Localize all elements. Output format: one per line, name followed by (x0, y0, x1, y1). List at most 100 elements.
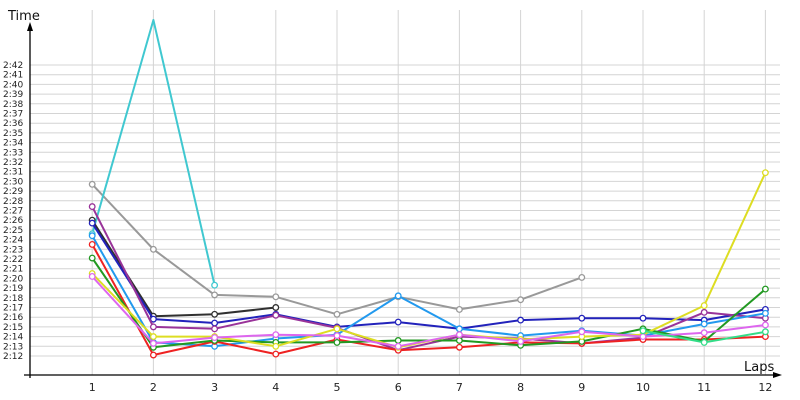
series-point (211, 291, 219, 299)
y-axis-title: Time (7, 9, 40, 24)
series-point (272, 304, 280, 311)
series-point (333, 338, 341, 346)
series-line (91, 243, 766, 356)
series-point (88, 203, 96, 211)
y-tick-label: 2:21 (3, 265, 23, 275)
y-tick-label: 2:30 (3, 177, 23, 187)
series-point (333, 325, 341, 333)
y-tick-label: 2:19 (3, 284, 23, 294)
series-point (455, 337, 463, 344)
y-tick-label: 2:39 (3, 90, 23, 100)
y-tick-label: 2:40 (3, 80, 23, 90)
series-point (761, 328, 769, 336)
series-point (149, 323, 157, 331)
y-tick-label: 2:37 (3, 110, 23, 120)
series-point (149, 245, 157, 253)
series-point (700, 320, 708, 328)
series-line (91, 275, 766, 348)
series-point (517, 296, 525, 304)
series-point (455, 325, 463, 333)
y-tick-label: 2:13 (3, 342, 23, 352)
y-tick-label: 2:28 (3, 197, 23, 207)
y-tick-label: 2:31 (3, 168, 23, 178)
x-tick-label: 12 (758, 381, 772, 394)
x-tick-label: 3 (211, 381, 218, 394)
series-point (333, 332, 341, 340)
series-point (88, 254, 96, 262)
y-tick-label: 2:36 (3, 119, 23, 129)
y-tick-label: 2:25 (3, 226, 23, 236)
y-tick-label: 2:29 (3, 187, 23, 197)
series-point (578, 314, 586, 322)
series-point (272, 350, 280, 358)
series-point (272, 293, 280, 301)
tick-labels: 1 2 3 4 5 6 7 8 9 10 11 122:122:132:142:152:162:172… (3, 61, 772, 394)
x-tick-label: 5 (334, 381, 341, 394)
x-axis-arrow-icon (773, 372, 782, 378)
y-tick-label: 2:12 (3, 352, 23, 362)
series-point (88, 232, 96, 240)
series-point (517, 338, 525, 345)
series-point (700, 329, 708, 337)
series-point (149, 333, 157, 341)
series-point (639, 314, 647, 322)
series-point (211, 319, 219, 327)
y-tick-label: 2:38 (3, 100, 23, 110)
x-tick-label: 10 (636, 381, 650, 394)
x-tick-label: 1 (89, 381, 96, 394)
series-point (639, 327, 647, 335)
y-tick-label: 2:17 (3, 304, 23, 314)
series-point (211, 281, 219, 289)
y-tick-label: 2:23 (3, 245, 23, 255)
series-point (272, 342, 280, 350)
y-tick-label: 2:24 (3, 236, 23, 246)
y-tick-label: 2:42 (3, 61, 23, 71)
series-point (211, 325, 219, 333)
series-point (149, 339, 157, 347)
series-point (761, 285, 769, 293)
x-tick-label: 6 (395, 381, 402, 394)
x-tick-label: 11 (697, 381, 711, 394)
series-point (88, 240, 96, 248)
series-point (761, 169, 769, 177)
x-tick-label: 8 (517, 381, 524, 394)
series-point (455, 331, 463, 339)
series-point (517, 316, 525, 324)
x-tick-label: 7 (456, 381, 463, 394)
series-point (394, 337, 402, 344)
y-tick-label: 2:26 (3, 216, 23, 226)
series-point (700, 338, 708, 346)
x-tick-label: 4 (272, 381, 279, 394)
series-point (700, 308, 708, 316)
series-point (149, 351, 157, 359)
series-point (149, 315, 157, 323)
series-line (91, 19, 216, 286)
series-point (578, 328, 586, 336)
series-point (88, 180, 96, 188)
axes: Time Laps (7, 9, 782, 378)
series-point (88, 273, 96, 280)
x-axis-title: Laps (744, 360, 774, 375)
series-point (578, 273, 586, 281)
series-point (455, 343, 463, 351)
series-point (700, 302, 708, 310)
series-point (272, 311, 280, 319)
series-point (761, 321, 769, 329)
y-tick-label: 2:27 (3, 207, 23, 217)
y-tick-label: 2:14 (3, 333, 23, 343)
y-tick-label: 2:32 (3, 158, 23, 168)
y-tick-label: 2:22 (3, 255, 23, 265)
series-point (88, 219, 96, 227)
series-point (394, 342, 402, 350)
y-tick-label: 2:41 (3, 71, 23, 81)
series-lines (88, 19, 769, 359)
y-tick-label: 2:18 (3, 294, 23, 304)
series-point (394, 292, 402, 300)
x-tick-label: 2 (150, 381, 157, 394)
series-point (761, 309, 769, 317)
y-tick-label: 2:33 (3, 148, 23, 158)
series-point (333, 310, 341, 318)
x-tick-label: 9 (578, 381, 585, 394)
